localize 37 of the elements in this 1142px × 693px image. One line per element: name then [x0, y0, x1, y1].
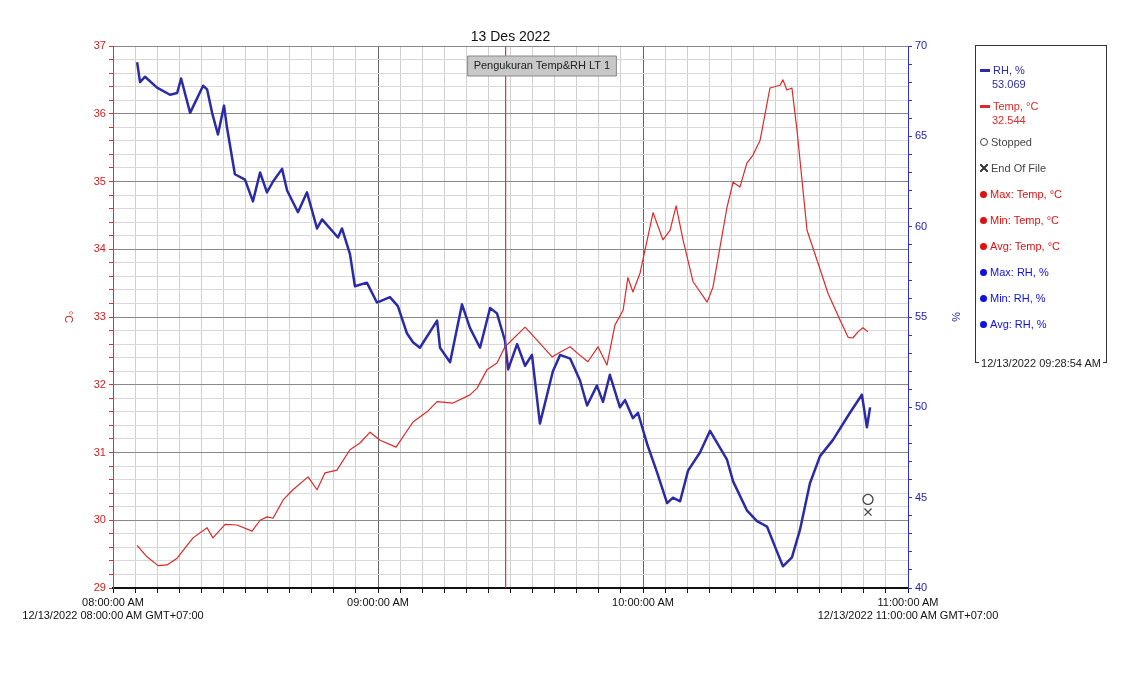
legend-label: Max: Temp, °C: [990, 188, 1063, 200]
legend-label: Max: RH, %: [990, 266, 1049, 278]
y2-tick-label: 45: [915, 490, 928, 503]
ref-line-label: Pengukuran Temp&RH LT 1: [473, 59, 611, 72]
y2-tick-label: 40: [915, 581, 928, 594]
x-tick-label: 08:00:00 AM 12/13/2022 08:00:00 AM GMT+07:00: [22, 595, 204, 621]
text: 32.544: [992, 114, 1027, 126]
y-tick-label: 35: [93, 174, 106, 187]
y2-axis-title: %: [949, 312, 962, 323]
y-tick-label: 31: [93, 445, 106, 458]
text: 53.069: [992, 78, 1027, 90]
y-tick-label: 30: [93, 513, 106, 526]
y-tick-label: 33: [93, 310, 106, 323]
y-tick-label: 37: [93, 39, 106, 52]
y2-tick-label: 55: [915, 310, 928, 323]
legend-label: Avg: Temp, °C: [990, 240, 1061, 252]
y-tick-label: 36: [93, 106, 106, 119]
y-axis-title: °C: [62, 310, 75, 324]
x-tick-label: 10:00:00 AM: [612, 595, 674, 608]
y-tick-label: 29: [93, 581, 106, 594]
y2-tick-label: 65: [915, 129, 928, 142]
text: 12/13/2022 09:28:54 AM: [979, 357, 1103, 369]
y2-tick-label: 70: [915, 39, 928, 52]
legend-label: Temp, °C: [993, 100, 1039, 112]
x-tick-label: 11:00:00 AM 12/13/2022 11:00:00 AM GMT+07:00: [817, 595, 999, 621]
y2-tick-label: 50: [915, 400, 928, 413]
chart-title: 13 Des 2022: [470, 27, 551, 44]
y-tick-label: 32: [93, 377, 106, 390]
legend-label: RH, %: [993, 64, 1025, 76]
y-tick-label: 34: [93, 242, 106, 255]
x-tick-label: 09:00:00 AM: [347, 595, 409, 608]
legend-label: End Of File: [991, 162, 1047, 174]
y2-tick-label: 60: [915, 219, 928, 232]
legend-label: Min: Temp, °C: [990, 214, 1059, 226]
legend-label: Stopped: [991, 136, 1032, 148]
legend-label: Min: RH, %: [990, 292, 1046, 304]
legend-label: Avg: RH, %: [990, 318, 1047, 330]
